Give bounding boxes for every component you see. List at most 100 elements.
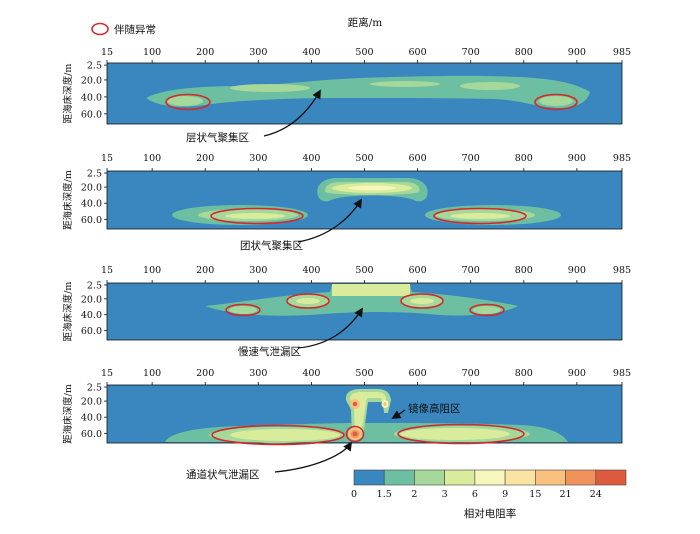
colorbar-tick-label: 0 [351,489,357,500]
panel-4-anomaly-center [345,425,365,443]
panel-2-y-tick-label: 20.0 [81,183,102,194]
panel-3-anomaly-3 [400,293,444,309]
colorbar-tick-label: 9 [502,489,508,500]
panel-1-x-tick-label: 700 [462,47,480,58]
axes: 15 100 200 300 400 500 600 700 800 900 985 2.5 20.0 4… [62,47,631,444]
panel-4: 通道状气泄漏区 镜像高阻区 [106,384,623,481]
panel-4-annotation-text: 通道状气泄漏区 [186,468,260,481]
panel-3-lens-right [473,306,501,314]
colorbar-tick-label: 2 [411,489,417,500]
colorbar-cell [565,469,597,486]
colorbar-cell [535,469,566,486]
panel-4-right-hotspot-inner [383,402,387,406]
panel-4-x-tick-label: 200 [196,368,214,379]
panel-2-annotation-text: 团状气聚集区 [240,239,303,252]
panel-1-x-tick-label: 800 [515,47,533,58]
panel-3-anomaly-1 [225,303,261,317]
panel-3-x-tick-label: 985 [613,265,631,276]
panel-4-x-tick-label: 500 [355,368,373,379]
panel-2-x-tick-label: 985 [613,153,631,164]
colorbar-cell [595,469,627,486]
panel-3-x-tick-label: 600 [409,265,427,276]
panel-3-y-tick-label: 20.0 [81,294,102,305]
panel-2-x-tick-label: 900 [568,153,586,164]
panel-1-y-axis-title: 距海床深度/m [62,64,74,124]
panel-2: 团状气聚集区 [106,170,623,252]
panel-3-contours [205,284,518,317]
panel-2-x-tick-label: 200 [196,153,214,164]
panel-2-x-tick-label: 600 [409,153,427,164]
colorbar-cell [353,469,385,486]
panel-4-x-tick-label: 100 [143,368,161,379]
panel-4-x-tick-label: 900 [568,368,586,379]
colorbar: 0 1.5 2 3 6 9 15 21 24 相对电阻率 [351,469,627,520]
panel-2-anomaly-left [210,207,304,225]
panel-1-y-tick-label: 60.0 [81,109,102,120]
panel-3-x-tick-label: 100 [143,265,161,276]
panel-1-y-tick-label: 20.0 [81,75,102,86]
panel-4-anomaly-left [211,424,345,446]
panel-3-core-left [296,298,320,304]
panel-3-x-tick-label: 15 [101,265,113,276]
panel-3-x-tick-label: 300 [249,265,267,276]
colorbar-title: 相对电阻率 [464,507,517,520]
panel-4-contours [165,389,568,446]
panel-4-x-tick-label: 400 [302,368,320,379]
panel-2-y-tick-label: 2.5 [87,169,102,180]
panel-2-y-axis-title: 距海床深度/m [62,170,74,230]
colorbar-tick-label: 21 [560,489,572,500]
panel-3-band [205,285,518,316]
panel-4-arrow-2 [391,409,406,419]
panel-4-right-core [400,428,510,440]
panel-4-annotation: 通道状气泄漏区 镜像高阻区 [186,402,461,481]
panel-3-anomaly-4 [469,303,505,317]
colorbar-labels: 0 1.5 2 3 6 9 15 21 24 [351,489,602,500]
panel-3-x-tick-label: 200 [196,265,214,276]
panel-2-arrow [297,198,362,243]
colorbar-tick-label: 24 [590,489,602,500]
panel-1-x-tick-label: 985 [613,47,631,58]
panel-1: 层状气聚集区 [106,62,623,144]
panel-4-y-tick-label: 60.0 [81,429,102,440]
panel-2-x-tick-label: 15 [101,153,113,164]
panel-1-y-tick-label: 2.5 [87,61,102,72]
panel-4-anomaly-right [397,423,525,445]
panel-2-anomaly-right [433,207,527,225]
colorbar-cell [504,469,536,486]
anomaly-legend: 伴随异常 [91,22,156,36]
panel-1-x-tick-label: 300 [249,47,267,58]
anomaly-legend-label: 伴随异常 [114,23,156,36]
panel-2-left-core [225,213,285,219]
panel-4-x-tick-label: 985 [613,368,631,379]
panel-1-right-lens [539,96,573,106]
colorbar-cell [383,469,415,486]
panel-1-annotation-text: 层状气聚集区 [186,131,249,144]
panel-2-contours [172,178,561,225]
colorbar-tick-label: 1.5 [377,489,392,500]
panel-4-x-tick-label: 300 [249,368,267,379]
panel-3-x-tick-label: 500 [355,265,373,276]
panel-4-x-tick-label: 700 [462,368,480,379]
colorbar-cell [444,469,476,486]
panel-4-y-tick-label: 40.0 [81,413,102,424]
panel-3-x-tick-label: 400 [302,265,320,276]
panel-2-x-tick-label: 400 [302,153,320,164]
panel-1-inner-left [230,84,310,92]
panel-1-anomaly-right [534,93,578,111]
anomaly-legend-swatch [91,22,109,36]
panel-3-anomaly-2 [286,293,330,309]
panel-2-x-tick-label: 100 [143,153,161,164]
panel-1-y-tick-label: 40.0 [81,92,102,103]
panel-3-y-tick-label: 60.0 [81,326,102,337]
panel-1-anomaly-left [165,93,211,111]
panel-4-x-tick-label: 600 [409,368,427,379]
panel-2-y-tick-label: 40.0 [81,199,102,210]
distance-axis-title: 距离/m [348,16,383,29]
panel-1-x-tick-label: 200 [196,47,214,58]
panel-3-arrow [297,307,363,349]
panel-1-x-tick-label: 100 [143,47,161,58]
panel-2-x-tick-label: 500 [355,153,373,164]
panel-1-annotation: 层状气聚集区 [186,89,321,144]
panel-3-y-tick-label: 2.5 [87,280,102,291]
